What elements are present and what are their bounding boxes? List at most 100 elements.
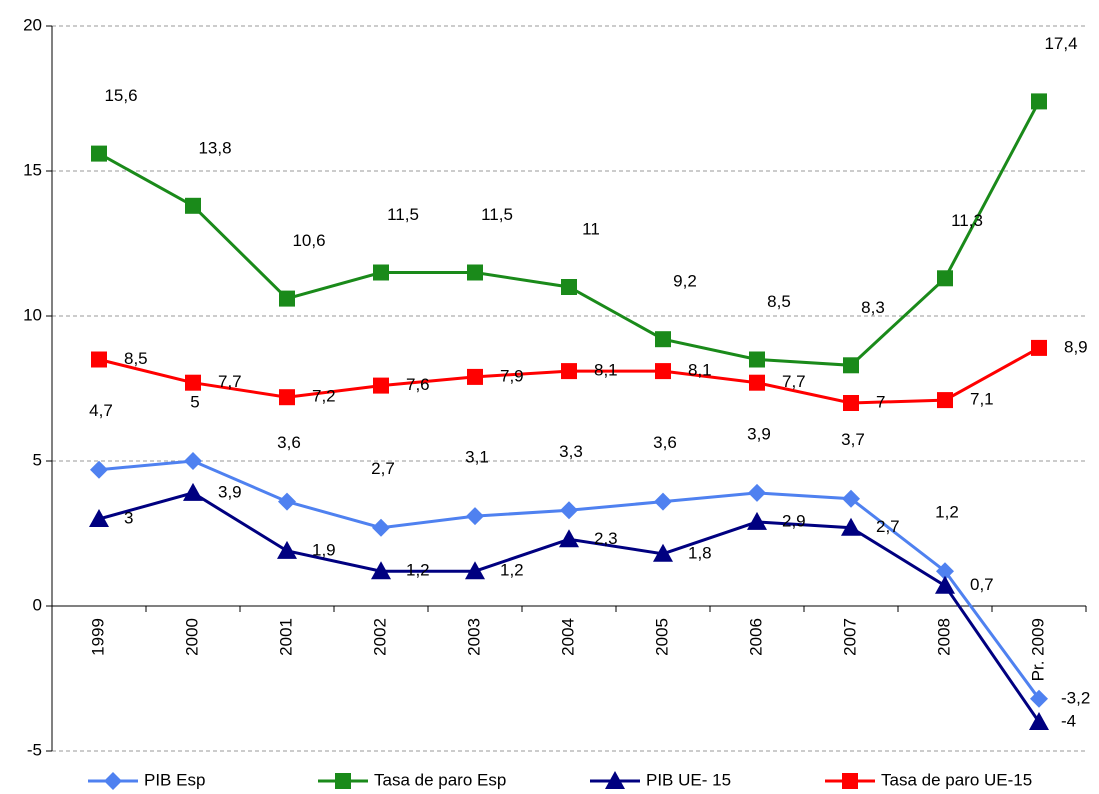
marker: [842, 489, 860, 508]
data-label: 5: [190, 392, 199, 411]
marker: [467, 264, 483, 281]
legend-marker: [842, 773, 858, 789]
data-label: 8,5: [124, 349, 148, 368]
data-label: 1,2: [500, 561, 524, 580]
legend-item: Tasa de paro Esp: [318, 770, 506, 789]
marker: [749, 374, 765, 391]
data-label: 8,3: [861, 298, 885, 317]
data-label: 7,2: [312, 387, 336, 406]
data-label: 1,2: [935, 503, 959, 522]
marker: [185, 374, 201, 391]
data-label: 3,1: [465, 448, 489, 467]
data-label: 3,6: [277, 433, 301, 452]
marker: [559, 529, 579, 548]
marker: [465, 561, 485, 580]
marker: [91, 351, 107, 368]
legend-label: PIB UE- 15: [646, 770, 731, 789]
legend-marker: [104, 772, 122, 790]
marker: [91, 145, 107, 162]
legend-label: Tasa de paro Esp: [374, 770, 506, 789]
data-label: 13,8: [198, 138, 231, 157]
marker: [279, 290, 295, 307]
x-tick-label: 2001: [276, 618, 295, 656]
marker: [185, 197, 201, 214]
data-label: 11: [582, 219, 600, 238]
marker: [937, 392, 953, 409]
marker: [1030, 689, 1048, 708]
data-label: 2,7: [876, 517, 900, 536]
marker: [373, 377, 389, 394]
data-label: 8,5: [767, 292, 791, 311]
data-label: 3,3: [559, 442, 583, 461]
x-tick-label: Pr. 2009: [1028, 618, 1047, 681]
x-tick-label: 2006: [746, 618, 765, 656]
marker: [279, 389, 295, 406]
marker: [841, 517, 861, 536]
marker: [561, 363, 577, 380]
marker: [843, 395, 859, 411]
data-label: 15,6: [104, 86, 137, 105]
data-label: 2,7: [371, 459, 395, 478]
x-tick-label: 2002: [370, 618, 389, 656]
data-label: 7: [876, 392, 885, 411]
x-tick-label: 2007: [840, 618, 859, 656]
marker: [935, 575, 955, 594]
data-label: 2,3: [594, 529, 618, 548]
marker: [1031, 93, 1047, 110]
data-label: 3: [124, 508, 133, 527]
legend-label: PIB Esp: [144, 770, 205, 789]
marker: [655, 363, 671, 380]
legend-label: Tasa de paro UE-15: [881, 770, 1032, 789]
x-tick-label: 2004: [558, 618, 577, 656]
marker: [749, 351, 765, 368]
data-label: 3,9: [747, 424, 771, 443]
y-tick-label: 15: [23, 160, 42, 179]
data-label: 1,2: [406, 561, 430, 580]
data-label: 3,9: [218, 482, 242, 501]
marker: [560, 501, 578, 520]
marker: [1029, 712, 1049, 730]
data-label: 7,6: [406, 375, 430, 394]
y-tick-label: 20: [23, 15, 42, 34]
marker: [467, 368, 483, 385]
data-label: 7,7: [218, 372, 242, 391]
marker: [466, 507, 484, 526]
data-label: -4: [1061, 711, 1076, 730]
marker: [277, 540, 297, 559]
marker: [183, 482, 203, 501]
data-label: 7,1: [970, 390, 994, 409]
marker: [371, 561, 391, 580]
marker: [184, 452, 202, 470]
marker: [653, 543, 673, 562]
data-label: 7,7: [782, 372, 806, 391]
data-label: 17,4: [1044, 34, 1077, 53]
marker: [654, 492, 672, 511]
marker: [90, 460, 108, 479]
marker: [747, 511, 767, 530]
marker: [373, 264, 389, 281]
x-tick-label: 2005: [652, 618, 671, 656]
marker: [1031, 339, 1047, 356]
y-tick-label: 5: [33, 450, 42, 469]
data-label: -3,2: [1061, 688, 1090, 707]
legend-marker: [335, 773, 351, 789]
data-label: 11,3: [951, 211, 983, 230]
data-label: 0,7: [970, 575, 994, 594]
marker: [843, 357, 859, 374]
legend-item: Tasa de paro UE-15: [825, 770, 1032, 789]
marker: [372, 518, 390, 537]
marker: [748, 483, 766, 502]
legend-marker: [605, 771, 625, 789]
series-line: [98, 100, 1041, 367]
data-label: 3,6: [653, 433, 677, 452]
y-tick-label: 10: [23, 305, 42, 324]
data-label: 1,9: [312, 540, 336, 559]
data-label: 11,5: [481, 205, 513, 224]
marker: [655, 331, 671, 348]
data-label: 7,9: [500, 366, 524, 385]
data-label: 2,9: [782, 511, 806, 530]
data-label: 3,7: [841, 430, 865, 449]
y-tick-label: 0: [33, 595, 42, 614]
legend-item: PIB UE- 15: [590, 770, 731, 789]
